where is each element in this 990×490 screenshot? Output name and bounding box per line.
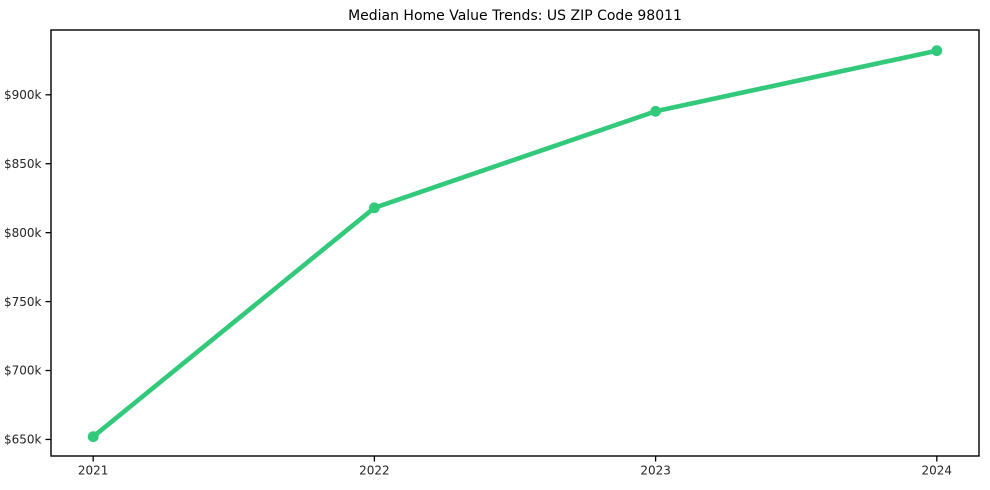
data-point-2021 bbox=[87, 431, 99, 443]
y-tick-label: $900k bbox=[4, 88, 42, 102]
data-point-2023 bbox=[650, 105, 661, 117]
y-tick-label: $650k bbox=[4, 433, 42, 447]
data-point-2022 bbox=[369, 202, 380, 214]
y-tick-label: $850k bbox=[4, 157, 42, 171]
y-tick-label: $700k bbox=[4, 364, 42, 378]
chart-title: Median Home Value Trends: US ZIP Code 98… bbox=[348, 8, 682, 24]
x-tick-label: 2021 bbox=[78, 464, 109, 478]
x-tick-label: 2023 bbox=[640, 464, 671, 478]
plot-area-border bbox=[50, 29, 980, 457]
x-tick-label: 2022 bbox=[359, 464, 390, 478]
trend-line bbox=[90, 48, 940, 440]
data-point-2024 bbox=[931, 45, 943, 57]
y-tick-label: $750k bbox=[4, 295, 42, 309]
y-tick-label: $800k bbox=[4, 226, 42, 240]
x-tick-label: 2024 bbox=[922, 464, 953, 478]
